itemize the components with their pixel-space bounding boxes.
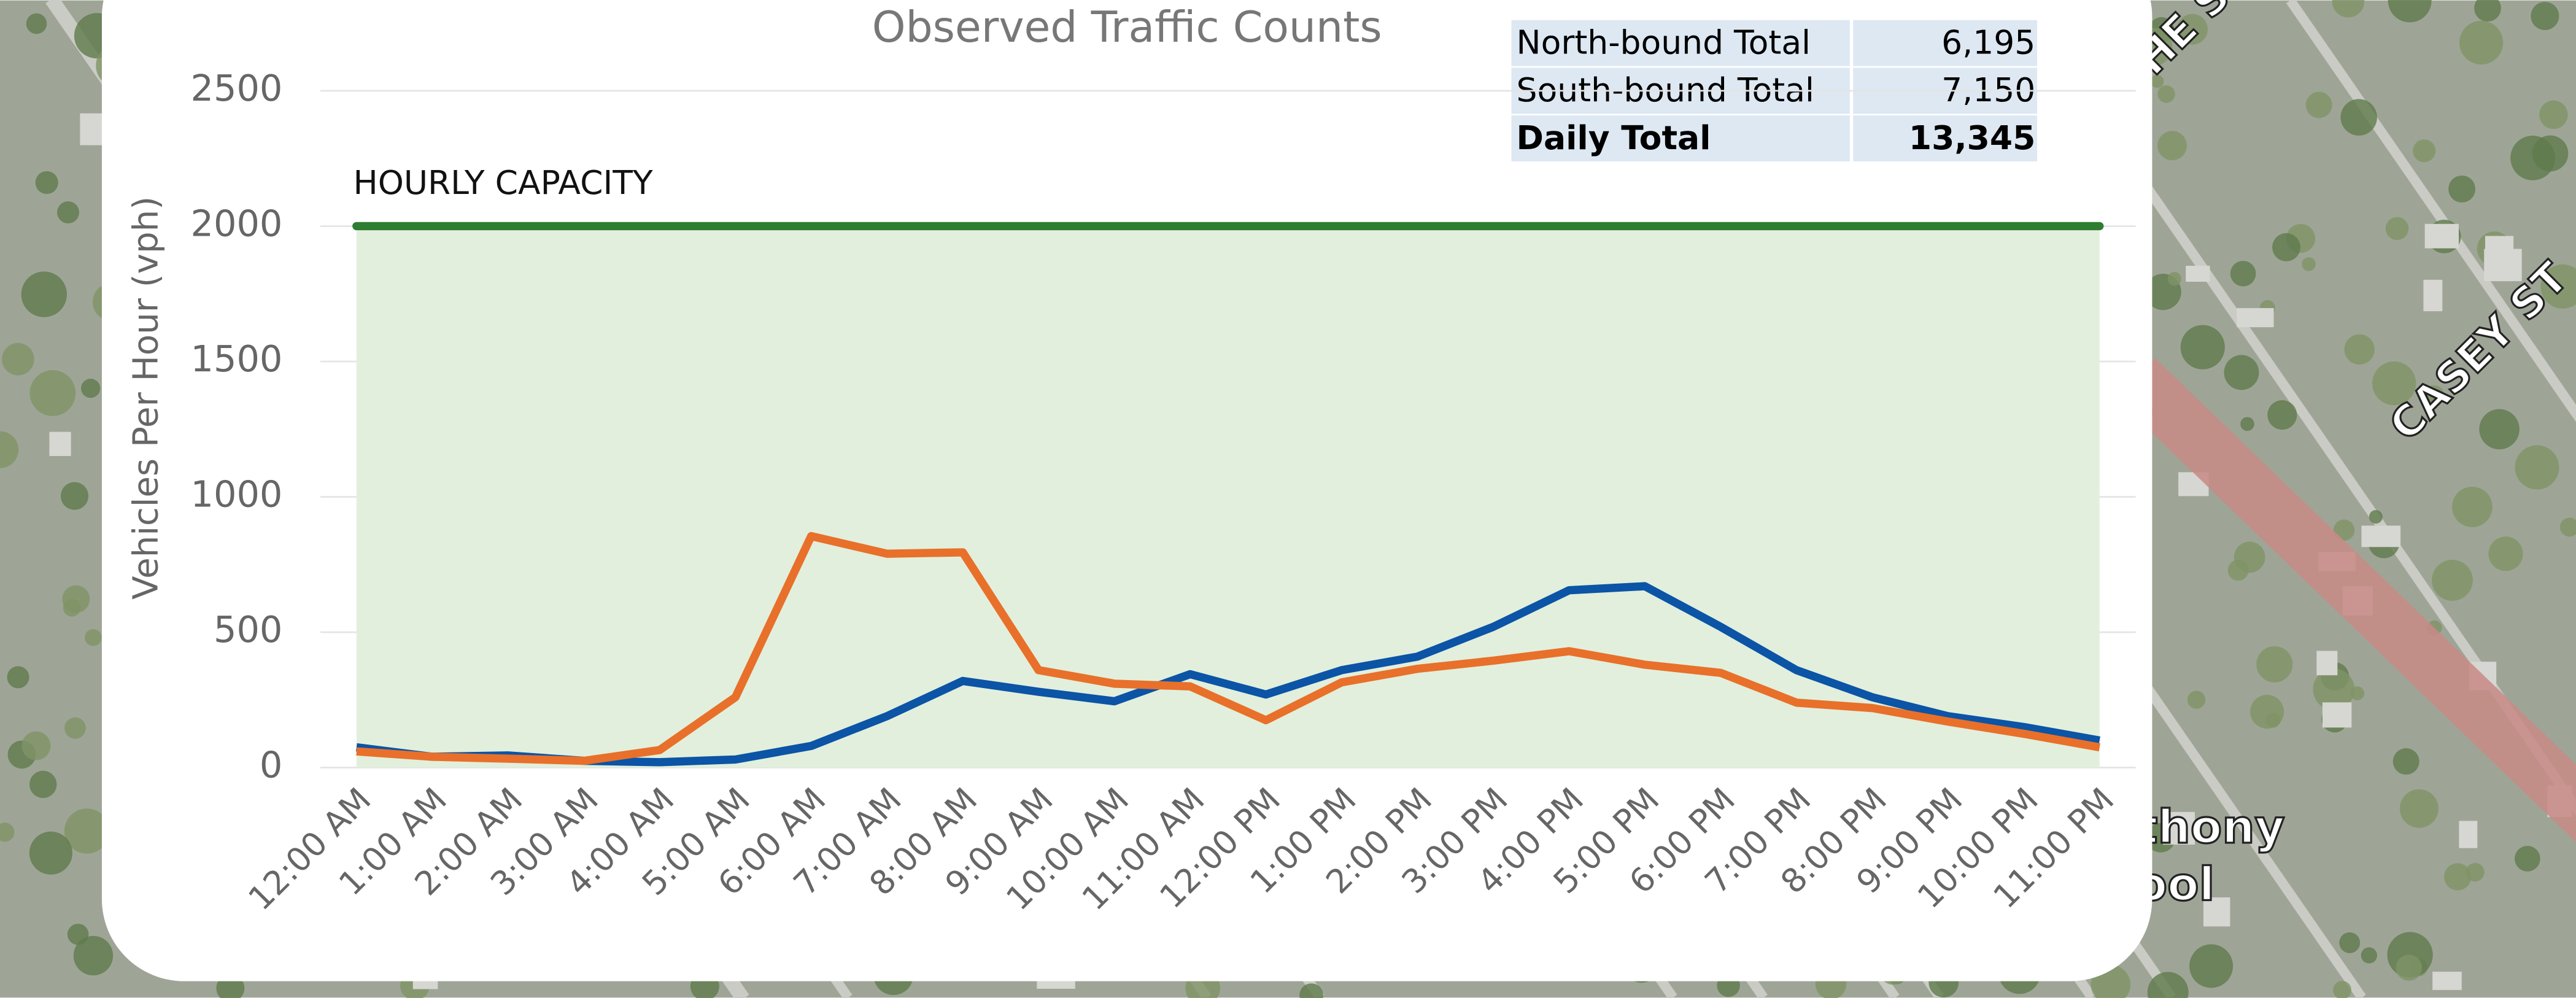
tree <box>2350 686 2364 700</box>
y-tick-label: 1500 <box>191 338 283 380</box>
capacity-label: HOURLY CAPACITY <box>353 163 652 202</box>
table-value: 6,195 <box>1941 23 2035 62</box>
tree <box>29 370 75 416</box>
tree <box>29 832 72 875</box>
page: {"chart_data": {"type": "line", "title":… <box>0 0 2576 998</box>
tree <box>29 771 56 798</box>
building <box>2237 308 2273 327</box>
tree <box>2157 131 2187 160</box>
tree <box>2340 99 2377 135</box>
tree <box>2 343 34 376</box>
tree <box>2240 417 2254 431</box>
tree <box>81 379 100 398</box>
table-label: North-bound Total <box>1517 23 1811 62</box>
building <box>49 432 71 456</box>
tree <box>2181 325 2225 369</box>
tree <box>2452 487 2493 527</box>
tree <box>21 732 50 760</box>
tree <box>7 666 29 688</box>
tree <box>61 482 88 509</box>
tree <box>2515 846 2540 872</box>
tree <box>26 14 47 34</box>
tree <box>64 718 86 739</box>
building <box>2323 702 2351 727</box>
tree <box>2157 85 2175 103</box>
tree <box>85 629 102 646</box>
building <box>2459 821 2477 848</box>
y-tick-label: 2500 <box>191 67 283 109</box>
tree <box>2345 335 2375 365</box>
building <box>2425 224 2459 249</box>
tree <box>2479 409 2520 450</box>
screenshot: CASEY ST HE S thony ool Observed Traffic… <box>0 0 2576 998</box>
building <box>2316 651 2337 675</box>
tree <box>2400 789 2439 828</box>
tree <box>2187 690 2206 709</box>
tree <box>2515 445 2559 489</box>
tree <box>2272 233 2300 261</box>
tree <box>2393 748 2419 775</box>
tree <box>2189 944 2233 988</box>
tree <box>2250 695 2284 729</box>
tree <box>2267 400 2297 430</box>
tree <box>2444 863 2471 890</box>
building <box>2432 972 2462 990</box>
tree <box>2386 217 2409 241</box>
y-tick-label: 2000 <box>191 203 283 245</box>
tree <box>21 271 67 317</box>
tree <box>57 201 79 223</box>
tree <box>63 599 81 617</box>
tree <box>2531 2 2559 30</box>
tree <box>2396 954 2422 981</box>
building <box>2361 525 2400 547</box>
tree <box>2510 136 2555 180</box>
building <box>2186 266 2210 282</box>
building <box>2484 249 2521 282</box>
tree <box>2230 261 2256 287</box>
tree <box>2539 101 2568 130</box>
tree <box>2167 272 2181 285</box>
tree <box>2432 560 2473 601</box>
tree <box>2234 541 2265 573</box>
tree <box>2302 257 2316 271</box>
y-tick-label: 1000 <box>191 473 283 516</box>
building <box>2423 280 2442 311</box>
tree <box>2224 355 2259 390</box>
y-tick-label: 500 <box>214 608 282 651</box>
tree <box>74 936 113 975</box>
tree <box>2413 139 2435 162</box>
table-value: 13,345 <box>1909 118 2036 157</box>
tree <box>2459 21 2503 64</box>
table-label: Daily Total <box>1517 118 1711 157</box>
tree <box>2369 510 2383 524</box>
tree <box>2306 91 2332 118</box>
tree <box>2339 932 2360 953</box>
tree <box>2488 536 2523 571</box>
tree <box>2361 947 2377 963</box>
tree <box>2448 176 2475 203</box>
chart-title: Observed Traffic Counts <box>872 2 1382 52</box>
y-axis-label: Vehicles Per Hour (vph) <box>126 196 166 600</box>
y-tick-label: 0 <box>260 744 282 786</box>
tree <box>36 171 58 194</box>
place-label: thony <box>2136 800 2285 854</box>
tree <box>2256 646 2292 683</box>
